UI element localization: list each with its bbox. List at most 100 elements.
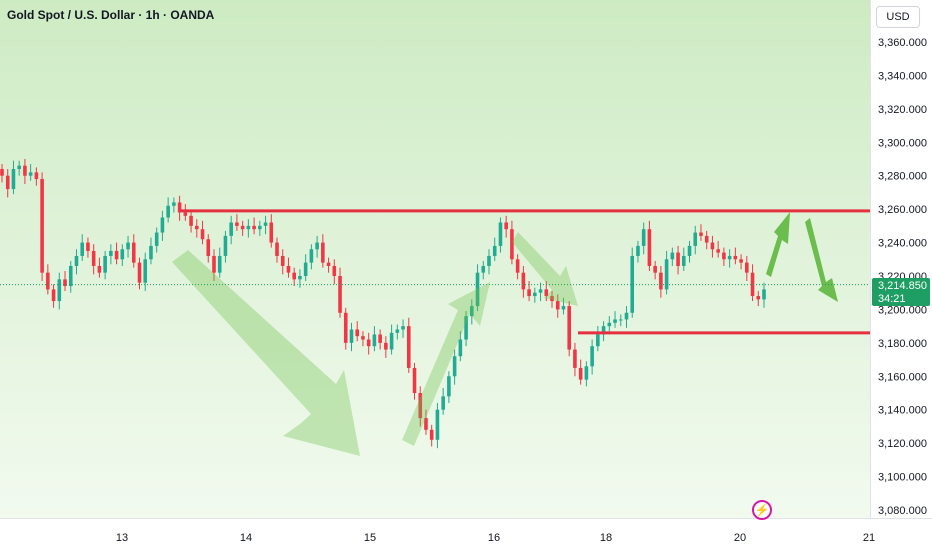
candle-body [492,245,497,256]
last-price-tag: 3,214.850 34:21 [872,278,930,306]
candle-body [481,265,486,273]
candle-body [664,259,669,290]
candle-body [160,217,165,233]
candle-body [716,249,720,253]
candle-body [384,342,388,350]
y-tick-label: 3,100.000 [878,472,927,484]
candle-body [590,346,594,367]
candle-body [51,289,56,302]
candle-body [80,242,85,256]
candle-body [504,222,508,230]
price-axis[interactable] [870,0,932,518]
candle-body [240,225,245,230]
candle-body [412,367,417,393]
candle-body [613,319,617,323]
candle-body [458,339,463,357]
currency-button[interactable]: USD [876,6,920,28]
y-tick-label: 3,160.000 [878,371,927,383]
candle-body [17,165,21,170]
candle-body [395,329,400,333]
candle-body [596,334,600,347]
candle-body [544,289,549,297]
candle-body [223,235,228,256]
candle-body [727,255,732,260]
y-tick-label: 3,240.000 [878,238,927,250]
candle-body [578,367,583,380]
candle-body [326,262,331,266]
candle-body [464,316,468,340]
candle-body [172,202,176,206]
candle-body [653,265,657,273]
candle-body [131,242,136,263]
candles-group [0,159,766,449]
time-axis[interactable] [0,518,932,551]
candle-body [286,265,291,273]
candle-body [28,172,33,176]
candle-body [704,235,709,243]
candle-body [275,242,279,256]
mid-down-arrow [512,232,578,306]
chart-title: Gold Spot / U.S. Dollar · 1h · OANDA [7,8,215,22]
candle-body [338,276,342,313]
candle-body [636,245,640,256]
candle-body [143,259,148,283]
candle-body [452,356,457,377]
candle-body [687,245,692,256]
candle-body [681,255,686,266]
candle-body [584,366,589,380]
candle-body [229,222,233,236]
candle-body [5,175,10,190]
candle-body [68,265,73,287]
candle-body [200,229,205,240]
x-tick-label: 18 [600,532,612,544]
y-tick-group: 3,080.000 3,100.000 3,120.000 3,140.000 3,16… [878,37,927,517]
candle-body [693,232,698,246]
candle-body [447,376,451,397]
candle-body [424,418,428,430]
candle-body [406,326,411,368]
y-tick-label: 3,260.000 [878,204,927,216]
candle-body [252,225,256,230]
small-up-arrow [766,212,790,277]
bar-countdown-label: 34:21 [878,293,906,305]
y-tick-label: 3,360.000 [878,37,927,49]
candle-body [722,252,726,260]
candle-body [235,222,239,226]
candle-body [510,229,514,260]
candle-body [750,272,755,297]
candle-body [63,279,67,287]
candle-body [183,212,188,216]
candle-body [435,409,440,440]
candle-body [361,336,365,340]
candle-body [206,239,211,256]
y-tick-label: 3,340.000 [878,70,927,82]
candle-body [315,242,319,250]
candle-body [177,202,182,213]
candle-body [550,296,554,302]
candle-body [699,232,703,236]
candle-body [91,250,96,266]
candle-body [246,225,251,230]
x-tick-group: 13 14 15 16 18 20 21 [116,532,875,544]
candle-body [149,245,153,260]
candle-body [470,306,474,317]
y-tick-label: 3,120.000 [878,438,927,450]
candle-body [618,319,623,321]
last-price-label: 3,214.850 [878,280,927,292]
candle-body [670,252,675,260]
candle-body [303,262,308,276]
candle-body [739,259,743,263]
candle-body [298,276,302,280]
candle-body [573,349,577,368]
big-down-arrow [172,250,360,456]
candle-body [109,250,113,256]
candle-body [103,255,107,273]
lightning-icon[interactable]: ⚡ [752,500,772,520]
candle-body [418,393,423,419]
candle-body [756,296,761,300]
candle-body [762,289,766,300]
candle-body [46,272,50,290]
x-tick-label: 13 [116,532,128,544]
x-tick-label: 16 [488,532,500,544]
candle-body [733,255,738,260]
